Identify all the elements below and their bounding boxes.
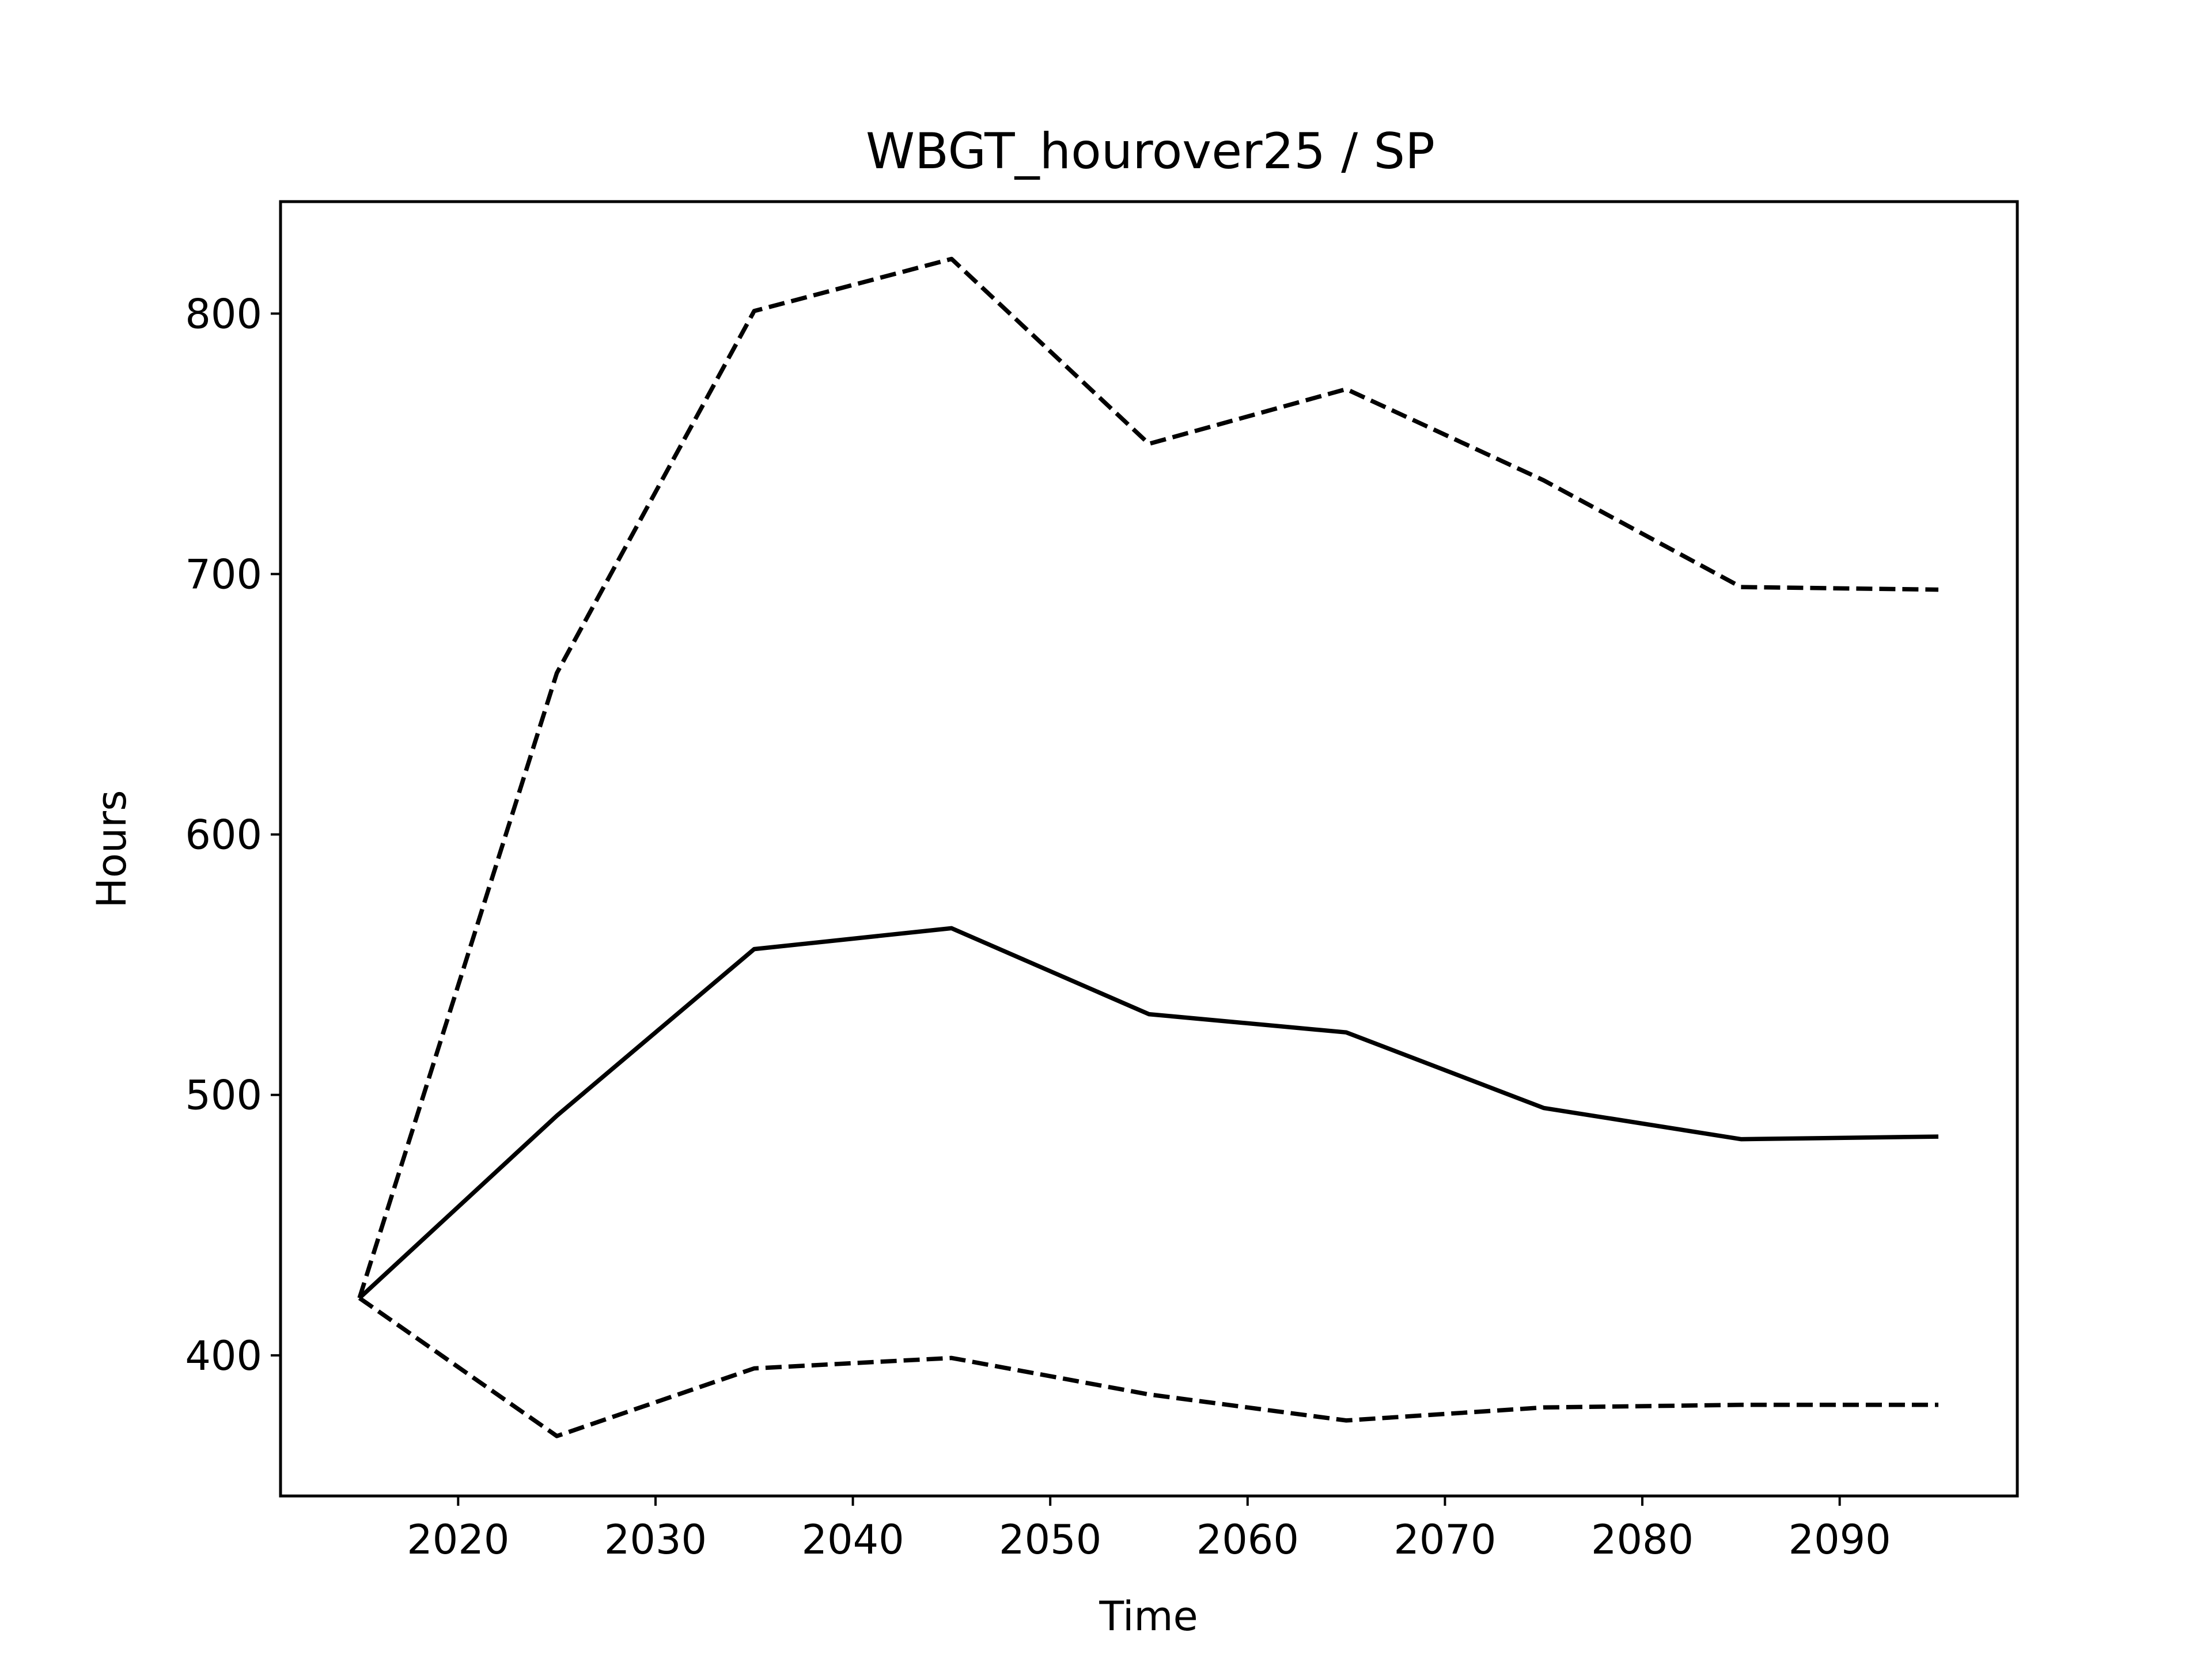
x-axis-label: Time xyxy=(1099,1593,1198,1640)
y-tick-label: 500 xyxy=(185,1072,262,1119)
chart-title: WBGT_hourover25 / SP xyxy=(866,123,1435,180)
y-tick-label: 700 xyxy=(185,551,262,599)
y-tick-label: 800 xyxy=(185,290,262,338)
plot-frame xyxy=(279,200,2019,1498)
x-tick-label: 2050 xyxy=(999,1516,1101,1563)
x-tick-label: 2080 xyxy=(1591,1516,1694,1563)
x-tick-label: 2020 xyxy=(407,1516,509,1563)
x-tick-label: 2030 xyxy=(604,1516,707,1563)
series-line-2 xyxy=(357,256,1939,1299)
series-line-1 xyxy=(358,926,1939,1300)
series-layer xyxy=(357,256,1939,1438)
x-tick-label: 2090 xyxy=(1789,1516,1891,1563)
x-axis: 2020 2030 2040 2050 2060 2070 2080 2090 xyxy=(407,1496,1891,1563)
y-axis: 400 500 600 700 800 xyxy=(185,290,281,1380)
series-line-3 xyxy=(358,1296,1938,1438)
x-tick-label: 2060 xyxy=(1196,1516,1299,1563)
y-tick-label: 400 xyxy=(185,1332,262,1380)
x-tick-label: 2040 xyxy=(802,1516,904,1563)
y-tick-label: 600 xyxy=(185,812,262,859)
y-axis-label: Hours xyxy=(88,790,135,908)
x-tick-label: 2070 xyxy=(1393,1516,1496,1563)
